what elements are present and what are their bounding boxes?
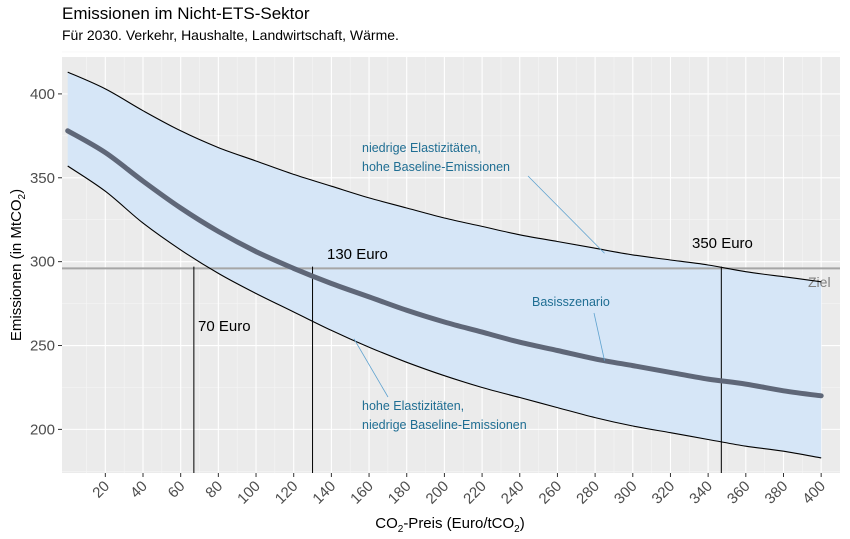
price-labels: 70 Euro 130 Euro 350 Euro (198, 235, 753, 335)
x-tick-label: 280 (573, 478, 603, 508)
series-line-base (65, 128, 824, 399)
chart-title: Emissionen im Nicht-ETS-Sektor (62, 4, 310, 23)
x-tick-label: 100 (234, 478, 264, 508)
upper-series-label-2: hohe Baseline-Emissionen (362, 160, 510, 174)
x-tick-label: 360 (724, 478, 754, 508)
pointer-base (593, 312, 605, 361)
x-tick-label: 400 (799, 478, 829, 508)
lower-series-label-1: hohe Elastizitäten, (362, 399, 464, 413)
x-axis-ticks: 20 40 60 80 100 120 140 160 180 200 220 240 260 280 30… (89, 473, 829, 508)
x-tick-label: 140 (309, 478, 339, 508)
x-tick-label: 300 (611, 478, 641, 508)
x-tick-label: 340 (686, 478, 716, 508)
x-tick-label: 160 (347, 478, 377, 508)
label-pointers (353, 175, 605, 398)
x-tick-label: 20 (89, 478, 113, 502)
y-tick-label: 350 (30, 170, 55, 187)
x-tick-label: 240 (498, 478, 528, 508)
x-tick-label: 380 (762, 478, 792, 508)
series-line-lower (67, 165, 822, 459)
x-tick-label: 320 (649, 478, 679, 508)
y-tick-label: 300 (30, 254, 55, 271)
chart-subtitle: Für 2030. Verkehr, Haushalte, Landwirtsc… (62, 27, 399, 43)
base-series-label: Basisszenario (532, 295, 610, 309)
pointer-lower (353, 338, 389, 398)
x-tick-label: 60 (165, 478, 189, 502)
lower-series-label-2: niedrige Baseline-Emissionen (362, 418, 527, 432)
x-tick-label: 40 (127, 478, 151, 502)
y-axis-title: Emissionen (in MtCO2) (8, 189, 28, 341)
series-line-upper (67, 71, 822, 283)
price-label-130: 130 Euro (327, 246, 388, 263)
x-axis-title: CO2-Preis (Euro/tCO2) (375, 515, 524, 535)
upper-series-label-1: niedrige Elastizitäten, (362, 141, 481, 155)
x-tick-label: 180 (385, 478, 415, 508)
y-axis-ticks: 200 250 300 350 400 (30, 86, 62, 438)
price-label-70: 70 Euro (198, 318, 251, 335)
x-tick-label: 120 (272, 478, 302, 508)
x-tick-label: 80 (202, 478, 226, 502)
x-tick-label: 220 (460, 478, 490, 508)
y-tick-label: 200 (30, 421, 55, 438)
uncertainty-band (67, 72, 822, 458)
price-label-350: 350 Euro (692, 235, 753, 252)
price-markers (193, 266, 722, 473)
x-tick-label: 260 (536, 478, 566, 508)
x-tick-label: 200 (423, 478, 453, 508)
y-tick-label: 400 (30, 86, 55, 103)
pointer-upper (527, 175, 605, 254)
y-tick-label: 250 (30, 338, 55, 355)
